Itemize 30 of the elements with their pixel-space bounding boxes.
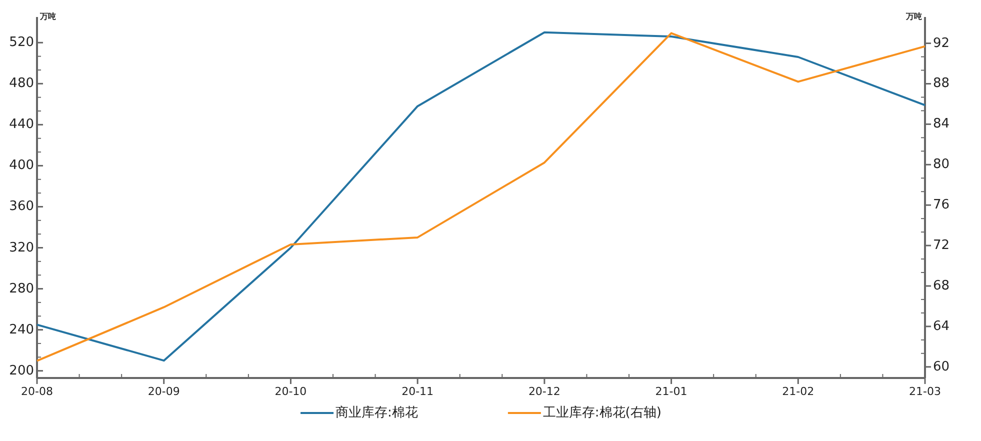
y-tick-label: 280 [9,281,34,296]
x-tick-label: 20-08 [21,385,53,398]
y2-tick-label: 72 [933,238,950,254]
y2-tick-label: 84 [933,116,950,132]
y2-tick-label: 60 [933,359,950,374]
y-tick-label: 440 [9,117,34,132]
x-tick-label: 20-12 [528,385,560,398]
y-tick-label: 400 [9,158,34,174]
y-tick-label: 320 [9,240,34,256]
y-tick-label: 480 [9,76,34,92]
y-axis-title: 万吨 [39,12,56,21]
legend-label: 商业库存:棉花 [336,406,418,420]
x-tick-label: 21-01 [655,385,688,398]
y2-axis-title: 万吨 [905,12,922,21]
x-tick-label: 20-10 [274,385,307,398]
x-tick-label: 21-03 [909,385,941,398]
y-tick-label: 360 [9,199,34,214]
y2-tick-label: 88 [933,76,950,92]
y2-tick-label: 80 [933,157,950,172]
y2-tick-label: 92 [933,36,950,51]
legend-label: 工业库存:棉花(右轴) [542,406,662,420]
x-tick-label: 20-09 [148,385,180,398]
x-tick-label: 20-11 [402,385,434,398]
x-tick-label: 21-02 [782,385,814,398]
y2-tick-label: 64 [933,318,950,334]
y-tick-label: 240 [9,322,34,338]
y2-tick-label: 68 [933,278,950,294]
y-tick-label: 520 [9,35,34,50]
y-tick-label: 200 [9,363,34,378]
y2-tick-label: 76 [933,198,950,213]
